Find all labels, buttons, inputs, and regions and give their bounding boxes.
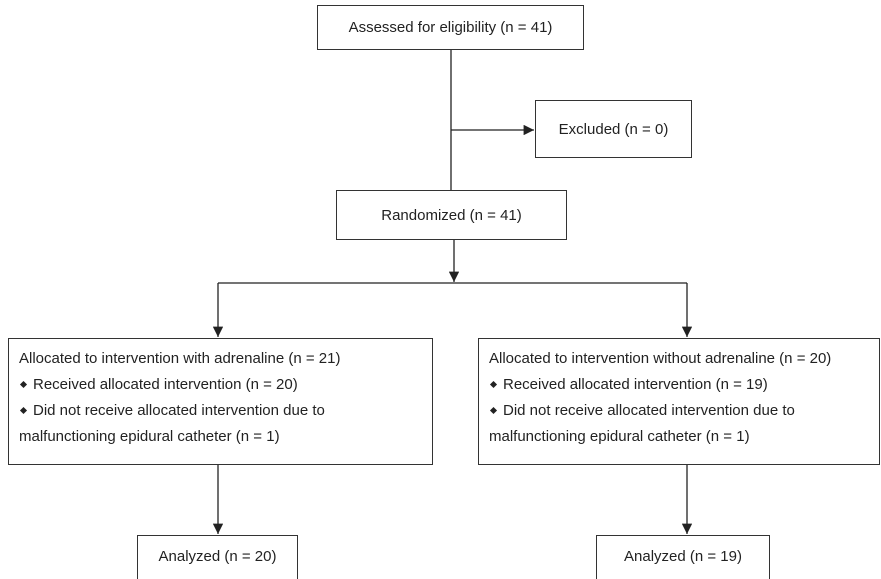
node-box: Analyzed (n = 19) [596,535,770,579]
item-text: Received allocated intervention (n = 20) [33,376,298,393]
node-box: Randomized (n = 41) [336,190,567,240]
node-label: Analyzed (n = 20) [158,547,277,565]
bullet [489,406,498,414]
node-box: Excluded (n = 0) [535,100,692,158]
item-text: Did not receive allocated intervention d… [503,402,795,419]
item: Received allocated intervention (n = 19) [489,375,768,395]
item: Did not receive allocated intervention d… [489,401,795,421]
node-box: Allocated to intervention without adrena… [478,338,880,465]
item-text: Received allocated intervention (n = 19) [503,376,768,393]
item: Received allocated intervention (n = 20) [19,375,298,395]
node-label: Excluded (n = 0) [558,120,669,138]
bullet [19,406,28,414]
node-box: Analyzed (n = 20) [137,535,298,579]
bullet [19,380,28,388]
bullet [489,380,498,388]
item-text: malfunctioning epidural catheter (n = 1) [489,428,750,445]
node-label: Randomized (n = 41) [381,206,522,224]
node-label: Analyzed (n = 19) [624,547,742,565]
node-label: Allocated to intervention with adrenalin… [19,350,341,367]
node-label: Assessed for eligibility (n = 41) [348,19,553,36]
node-label: Allocated to intervention without adrena… [489,350,832,367]
item-text: Did not receive allocated intervention d… [33,402,325,419]
node-box: Assessed for eligibility (n = 41) [317,5,584,50]
item: Did not receive allocated intervention d… [19,401,325,421]
item-text: malfunctioning epidural catheter (n = 1) [19,428,280,445]
node-box: Allocated to intervention with adrenalin… [8,338,433,465]
